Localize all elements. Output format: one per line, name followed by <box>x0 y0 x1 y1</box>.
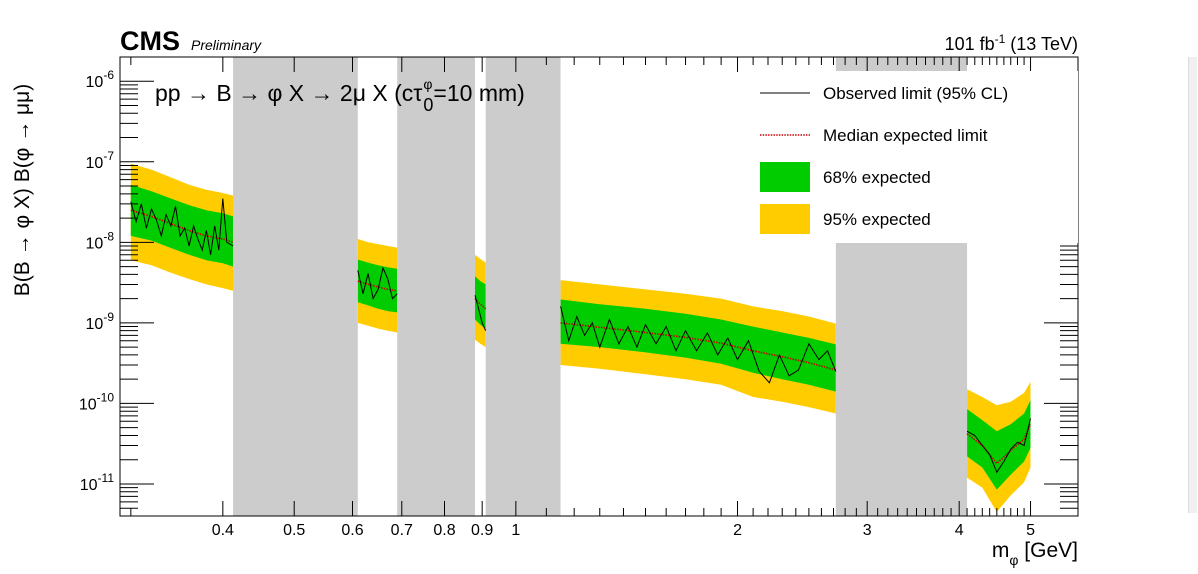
y-tick-label-exponent: -7 <box>103 149 114 163</box>
band-68-segment-5 <box>967 400 1031 490</box>
process-main: pp → B → φ X → 2μ X (cτ <box>155 80 422 106</box>
y-tick-label-base: 10 <box>79 396 97 413</box>
lumi-main: 101 fb <box>945 34 995 54</box>
vetoed-region-3 <box>485 57 561 516</box>
y-tick-label-exponent: -11 <box>98 471 115 485</box>
x-tick-label: 0.9 <box>471 522 493 539</box>
observed-line-segment-4 <box>560 306 837 384</box>
experiment-label: CMS <box>120 26 180 56</box>
y-tick-label: 10-6 <box>86 68 115 91</box>
process-sup: φ <box>423 76 432 92</box>
process-sub: 0 <box>423 95 433 115</box>
vetoed-region-2 <box>397 57 475 516</box>
lines-layer <box>130 198 1032 474</box>
x-tick-label: 0.7 <box>391 522 413 539</box>
legend-band68-swatch <box>760 162 810 192</box>
y-tick-label-base: 10 <box>86 155 104 172</box>
x-tick-label: 1 <box>511 522 520 539</box>
vetoed-region-1 <box>233 57 358 516</box>
x-tick-label: 0.4 <box>212 522 234 539</box>
y-tick-label-base: 10 <box>80 477 98 494</box>
y-tick-label: 10-7 <box>86 149 115 172</box>
legend-expected-label: Median expected limit <box>823 126 988 145</box>
observed-line-segment-5 <box>966 418 1031 474</box>
x-tick-label: 3 <box>863 522 872 539</box>
x-axis-label-sub: φ <box>1009 552 1018 568</box>
y-tick-label: 10-9 <box>86 310 115 333</box>
x-tick-label: 0.5 <box>283 522 305 539</box>
x-tick-label: 0.6 <box>341 522 363 539</box>
legend: Observed limit (95% CL) Median expected l… <box>748 71 1078 243</box>
status-label: Preliminary <box>191 37 262 53</box>
ticks-layer: 0.4 0.5 0.6 0.7 0.8 0.9 1 2 3 4 510-610-710-810-91… <box>79 56 1078 539</box>
plot-frame <box>119 56 1079 517</box>
lumi-sup: -1 <box>995 32 1006 46</box>
y-tick-label-base: 10 <box>86 316 104 333</box>
x-axis-label: mφ [GeV] <box>992 539 1078 568</box>
band-68-segment-3 <box>475 276 486 329</box>
x-tick-label: 0.8 <box>433 522 455 539</box>
y-tick-label-exponent: -8 <box>103 229 114 243</box>
legend-observed-label: Observed limit (95% CL) <box>823 84 1008 103</box>
x-axis-label-end: [GeV] <box>1018 539 1078 562</box>
band-68-segment-4 <box>560 299 836 392</box>
y-axis-label: B(B → φ X) B(φ → μμ) <box>11 84 34 296</box>
vetoed-regions-layer <box>233 57 968 516</box>
y-tick-label: 10-10 <box>79 390 114 413</box>
lumi-label: 101 fb-1 (13 TeV) <box>945 32 1078 54</box>
x-tick-label: 2 <box>733 522 742 539</box>
process-label: pp → B → φ X → 2μ X (cτφ 0=10 mm) <box>155 76 525 115</box>
observed-line-segment-3 <box>474 295 487 331</box>
x-tick-label: 4 <box>955 522 964 539</box>
legend-band95-label: 95% expected <box>823 210 931 229</box>
y-tick-label-exponent: -9 <box>103 310 114 324</box>
scrollbar[interactable] <box>1188 57 1197 513</box>
x-axis-label-main: m <box>992 539 1010 562</box>
y-tick-label-base: 10 <box>86 74 104 91</box>
y-tick-label: 10-11 <box>80 471 115 494</box>
expected-line-segment-4 <box>560 322 837 371</box>
x-tick-label: 5 <box>1026 522 1035 539</box>
legend-band68-label: 68% expected <box>823 168 931 187</box>
vetoed-region-4-top <box>835 57 968 71</box>
vetoed-region-4 <box>835 243 968 516</box>
process-end: =10 mm) <box>433 80 524 106</box>
y-tick-label-exponent: -6 <box>103 68 114 82</box>
y-tick-label-exponent: -10 <box>97 390 115 404</box>
y-tick-label: 10-8 <box>86 229 115 252</box>
band-68-segment-1 <box>130 184 234 267</box>
observed-line-segment-1 <box>130 198 234 255</box>
observed-line-segment-2 <box>357 266 398 301</box>
y-tick-label-base: 10 <box>86 235 104 252</box>
axes-frame <box>119 56 1079 517</box>
expected-line-segment-5 <box>966 423 1032 465</box>
legend-band95-swatch <box>760 204 810 234</box>
lumi-energy: (13 TeV) <box>1005 34 1078 54</box>
